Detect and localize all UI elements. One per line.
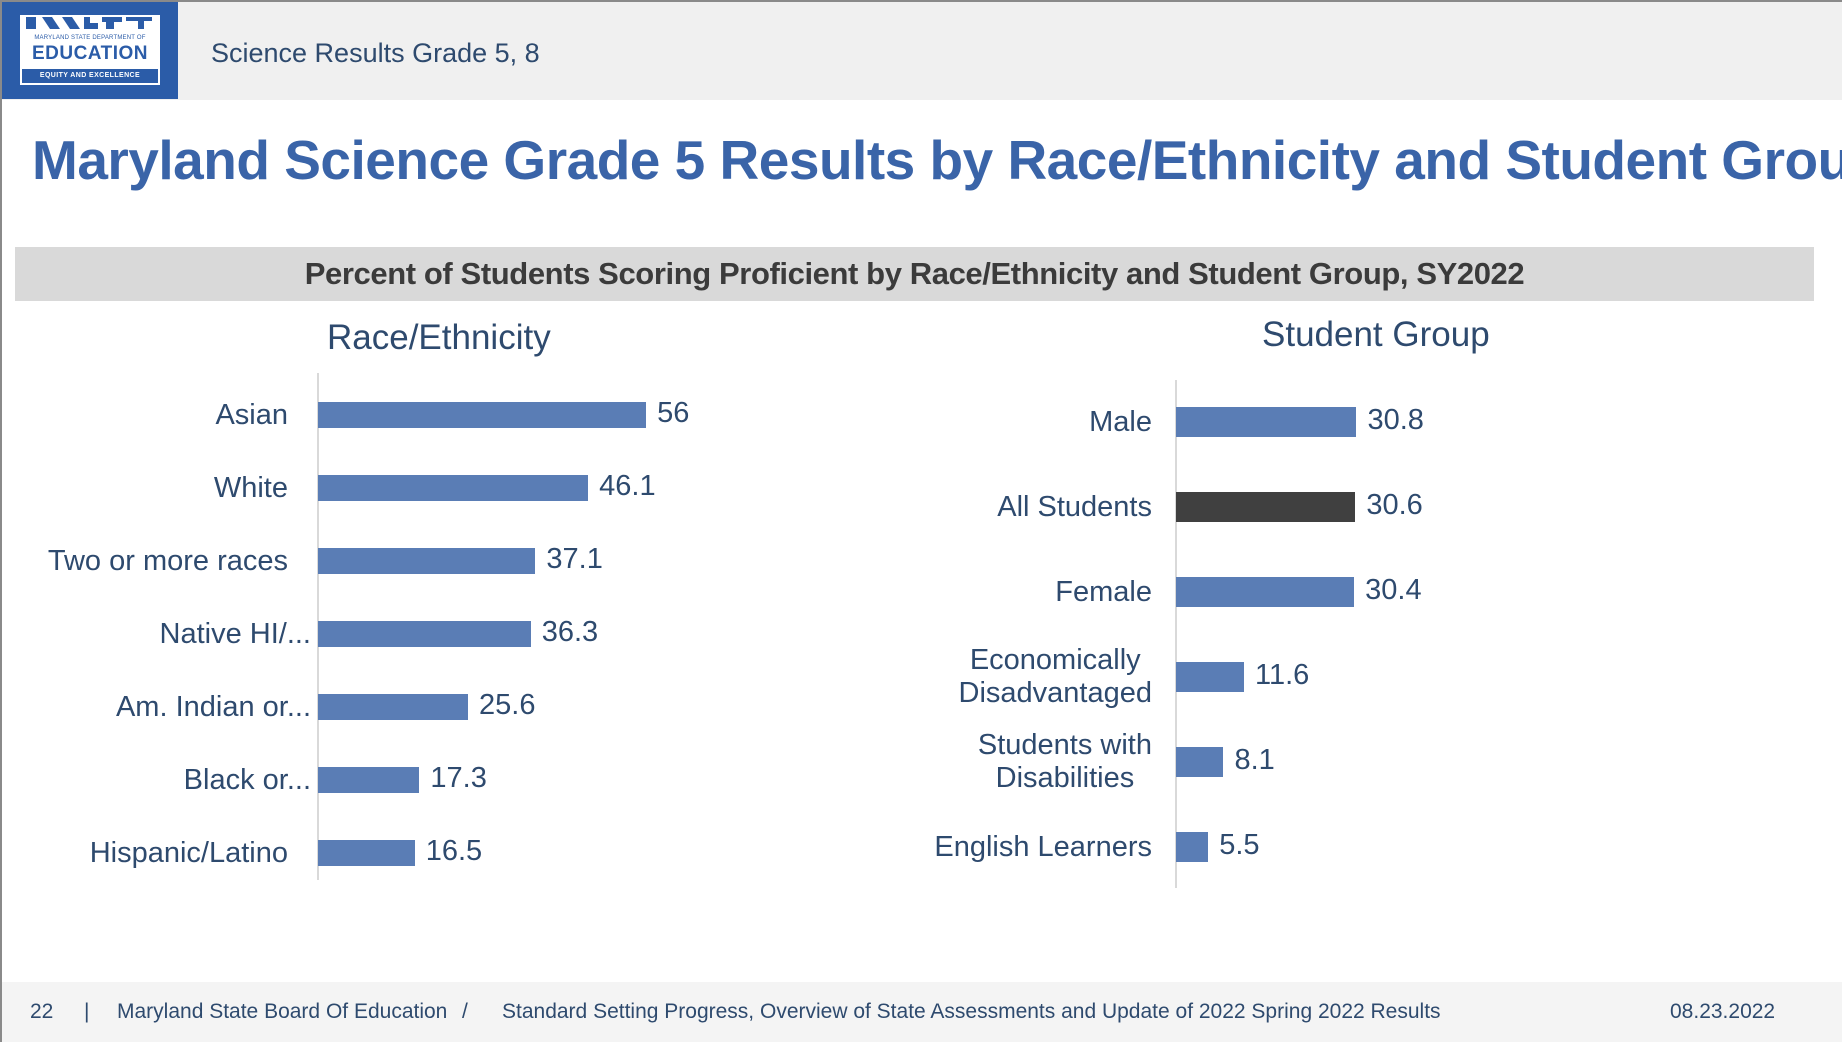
bar-male xyxy=(1176,407,1357,437)
value-label-female: 30.4 xyxy=(1365,574,1422,606)
value-label-all-students: 30.6 xyxy=(1366,489,1423,521)
logo-tagline: EQUITY AND EXCELLENCE xyxy=(22,69,158,83)
value-label-am-indian-or: 25.6 xyxy=(479,689,536,721)
value-label-students-with-disabilities: 8.1 xyxy=(1234,744,1275,776)
bar-asian xyxy=(318,402,647,428)
category-label-line: Disabilities xyxy=(995,762,1135,794)
bar-english-learners xyxy=(1176,832,1209,862)
category-label-line: Students with xyxy=(977,729,1152,761)
bar-students-with-disabilities xyxy=(1176,747,1224,777)
race-ethnicity-title: Race/Ethnicity xyxy=(327,318,551,357)
category-label-all-students: All Students xyxy=(997,491,1152,523)
footer-date: 08.23.2022 xyxy=(1670,1000,1776,1023)
category-label-english-learners: English Learners xyxy=(934,831,1152,863)
bar-two-or-more-races xyxy=(318,548,536,574)
msde-logo: MARYLAND STATE DEPARTMENT OF EDUCATION E… xyxy=(2,2,178,99)
category-label-native-hi: Native HI/... xyxy=(159,618,312,650)
value-label-white: 46.1 xyxy=(599,470,656,502)
value-label-native-hi: 36.3 xyxy=(541,616,599,648)
category-label-economically-disadvantaged: Economically Disadvantaged xyxy=(959,644,1152,710)
category-label-am-indian-or: Am. Indian or... xyxy=(115,691,311,723)
category-label-students-with-disabilities: Students with Disabilities xyxy=(978,729,1152,795)
section-header-title: Science Results Grade 5, 8 xyxy=(211,38,540,68)
page-number: 22 xyxy=(30,1000,54,1023)
logo-education-text: EDUCATION xyxy=(31,43,149,64)
footer-organization: Maryland State Board Of Education xyxy=(117,1000,448,1023)
value-label-two-or-more-races: 37.1 xyxy=(546,543,603,575)
bar-native-hi xyxy=(318,621,531,647)
value-label-economically-disadvantaged: 11.6 xyxy=(1254,659,1310,691)
value-label-asian: 56 xyxy=(657,397,690,429)
student-group-title: Student Group xyxy=(1262,315,1490,354)
category-label-male: Male xyxy=(1089,406,1152,438)
category-label-hispanic-latino: Hispanic/Latino xyxy=(89,837,288,869)
value-label-english-learners: 5.5 xyxy=(1219,829,1260,861)
maryland-flag-icon xyxy=(26,17,152,29)
value-label-male: 30.8 xyxy=(1367,404,1424,436)
value-label-black-or: 17.3 xyxy=(430,762,487,794)
bar-economically-disadvantaged xyxy=(1176,662,1244,692)
bar-hispanic-latino xyxy=(318,840,415,866)
category-label-line: Disadvantaged xyxy=(958,677,1152,709)
logo-panel: MARYLAND STATE DEPARTMENT OF EDUCATION E… xyxy=(20,15,160,85)
page-title: Maryland Science Grade 5 Results by Race… xyxy=(32,129,1842,191)
chart-subtitle-band: Percent of Students Scoring Proficient b… xyxy=(15,247,1814,301)
category-label-line: Economically xyxy=(969,644,1141,676)
student-group-axis xyxy=(1175,380,1177,888)
window-frame-top xyxy=(0,0,1842,2)
bar-black-or xyxy=(318,767,420,793)
category-label-black-or: Black or... xyxy=(183,764,311,796)
slide-header: Science Results Grade 5, 8 xyxy=(2,2,1842,100)
category-label-female: Female xyxy=(1055,576,1152,608)
footer-slash: / xyxy=(462,1000,468,1023)
bar-female xyxy=(1176,577,1355,607)
category-label-white: White xyxy=(213,472,288,504)
category-label-asian: Asian xyxy=(215,399,288,431)
footer-presentation-title: Standard Setting Progress, Overview of S… xyxy=(502,1000,1441,1023)
bar-white xyxy=(318,475,589,501)
bar-am-indian-or xyxy=(318,694,469,720)
bar-all-students xyxy=(1176,492,1356,522)
chart-title: Percent of Students Scoring Proficient b… xyxy=(304,256,1525,291)
slide-footer: 22 | Maryland State Board Of Education /… xyxy=(2,982,1842,1042)
footer-separator: | xyxy=(84,1000,90,1023)
logo-department-text: MARYLAND STATE DEPARTMENT OF xyxy=(34,35,146,41)
value-label-hispanic-latino: 16.5 xyxy=(425,835,483,867)
window-frame-left xyxy=(0,0,2,1042)
category-label-two-or-more-races: Two or more races xyxy=(47,545,288,577)
